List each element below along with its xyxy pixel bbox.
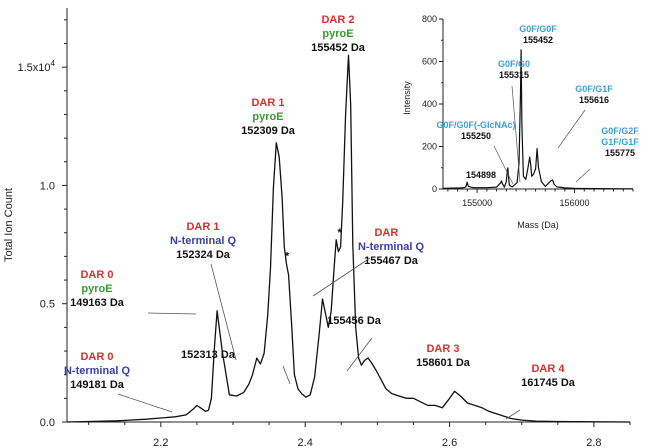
- annotation-dar3: DAR 3 158601 Da: [416, 343, 471, 369]
- annotation-text: 152324 Da: [176, 249, 231, 261]
- annotation-text: DAR 0: [80, 351, 113, 363]
- inset-annotation-leader: [575, 168, 591, 183]
- annotation-text: N-terminal Q: [170, 235, 236, 247]
- inset-annotation-text: 155250: [461, 131, 491, 141]
- y-tick-label: 0.0: [40, 417, 55, 429]
- annotation-text: DAR 1: [186, 221, 219, 233]
- annotation-text: DAR 0: [80, 269, 113, 281]
- annotation-mass-152313: 152313 Da: [181, 349, 291, 385]
- annotation-mass-155456: 155456 Da: [327, 315, 382, 372]
- annotation-dar0-pyroe: DAR 0 pyroE 149163 Da: [70, 269, 197, 315]
- y-scale-exponent: 4: [51, 59, 56, 68]
- annotation-dar4: DAR 4 161745 Da: [505, 363, 576, 420]
- y-tick-label: 1.0: [40, 180, 55, 192]
- annotation-text: 149181 Da: [70, 379, 125, 391]
- inset-x-tick-label: 155000: [462, 198, 492, 208]
- inset-annotation-text: G0F/G1F: [575, 84, 613, 94]
- annotation-leader: [312, 257, 371, 297]
- y-axis-label: Total Ion Count: [3, 188, 15, 262]
- annotation-text: N-terminal Q: [64, 365, 130, 377]
- inset-annotation-leader: [511, 85, 521, 183]
- annotation-dar1-pyroe: DAR 1 pyroE 152309 Da: [241, 97, 296, 137]
- annotation-text: 149163 Da: [70, 297, 125, 309]
- inset-annotation-leader: [557, 109, 586, 149]
- inset-annotation-text: 155452: [523, 35, 553, 45]
- inset-annotation-text: 155315: [499, 70, 529, 80]
- inset-annotation-text: G0F/G0: [498, 59, 530, 69]
- y-tick-label: 0.5: [40, 299, 55, 311]
- annotation-text: 155467 Da: [364, 255, 419, 267]
- annotation-text: 152309 Da: [241, 125, 296, 137]
- annotation-dar1-nterm: DAR 1 N-terminal Q 152324 Da: [170, 221, 237, 361]
- annotation-text: DAR 1: [251, 97, 284, 109]
- inset-annotation-text: 155775: [605, 148, 635, 158]
- x-tick-label: 2.6: [442, 437, 457, 448]
- inset-chart: 0 200 400 600 800 155000 156000 Mass (Da) Intens…: [398, 6, 642, 236]
- inset-annotation-text: G0F/G2F: [601, 126, 639, 136]
- inset-y-tick-label: 600: [422, 57, 437, 67]
- annotation-text: DAR 3: [426, 343, 459, 355]
- inset-x-axis-label: Mass (Da): [517, 220, 559, 230]
- inset-annotation-text: 155616: [579, 95, 609, 105]
- inset-annotation-leader: [493, 145, 514, 185]
- inset-y-axis-label: Intensity: [402, 81, 412, 115]
- inset-y-tick-label: 200: [422, 142, 437, 152]
- x-tick-label: 2.8: [586, 437, 601, 448]
- inset-mass-trace: [442, 49, 634, 190]
- annotation-text: 152313 Da: [181, 349, 236, 361]
- y-scale-factor: x10: [33, 62, 51, 74]
- x-tick-label: 2.4: [298, 437, 313, 448]
- inset-x-tick-label: 156000: [560, 198, 590, 208]
- annotation-leader: [117, 393, 173, 413]
- inset-y-tick-label: 400: [422, 99, 437, 109]
- annotation-leader: [282, 365, 291, 385]
- x-tick-label: 2.2: [153, 437, 168, 448]
- annotation-text: 155452 Da: [311, 42, 366, 54]
- inset-annotation-text: G0F/G0F(-GlcNAc): [436, 120, 515, 130]
- inset-y-tick-label: 800: [422, 14, 437, 24]
- annotation-dar0-nterm: DAR 0 N-terminal Q 149181 Da: [64, 351, 173, 413]
- annotation-leader: [147, 312, 197, 315]
- annotation-text: pyroE: [252, 111, 283, 123]
- inset-annotation-mass-154898: 154898: [466, 170, 496, 180]
- impurity-marker: *: [285, 250, 290, 262]
- inset-y-tick-label: 0: [432, 184, 437, 194]
- annotation-text: 158601 Da: [416, 357, 471, 369]
- inset-annotation-text: G1F/G1F: [601, 137, 639, 147]
- y-tick-label: 1.5x104: [18, 59, 56, 74]
- tic-trace: [66, 54, 631, 423]
- annotation-text: pyroE: [322, 28, 353, 40]
- annotation-text: DAR 4: [531, 363, 565, 375]
- inset-annotations: G0F/G0F155452G0F/G0155315G0F/G0F(-GlcNAc…: [436, 24, 639, 185]
- main-annotations: DAR 0 N-terminal Q 149181 Da DAR 0 pyroE 1491…: [64, 14, 576, 420]
- annotation-text: 161745 Da: [521, 377, 576, 389]
- main-chart: 0.0 0.5 1.0 1.5x104 2.2 2.4 2.6 2.8 Total Ion Co…: [3, 8, 631, 448]
- annotation-leader: [346, 337, 373, 372]
- inset-annotation-text: G0F/G0F: [519, 24, 557, 34]
- annotation-text: N-terminal Q: [358, 241, 424, 253]
- inset-annotation-g0f-g0f-glcnac: G0F/G0F(-GlcNAc)155250: [436, 120, 516, 185]
- inset-annotation-text: 154898: [466, 170, 496, 180]
- annotation-dar2-pyroe: DAR 2 pyroE 155452 Da: [311, 14, 366, 54]
- annotation-text: pyroE: [81, 283, 112, 295]
- annotation-leader: [210, 263, 237, 361]
- impurity-marker: *: [338, 227, 343, 239]
- annotation-text: DAR 2: [321, 14, 354, 26]
- annotation-text: 155456 Da: [327, 315, 382, 327]
- annotation-leader: [505, 409, 521, 420]
